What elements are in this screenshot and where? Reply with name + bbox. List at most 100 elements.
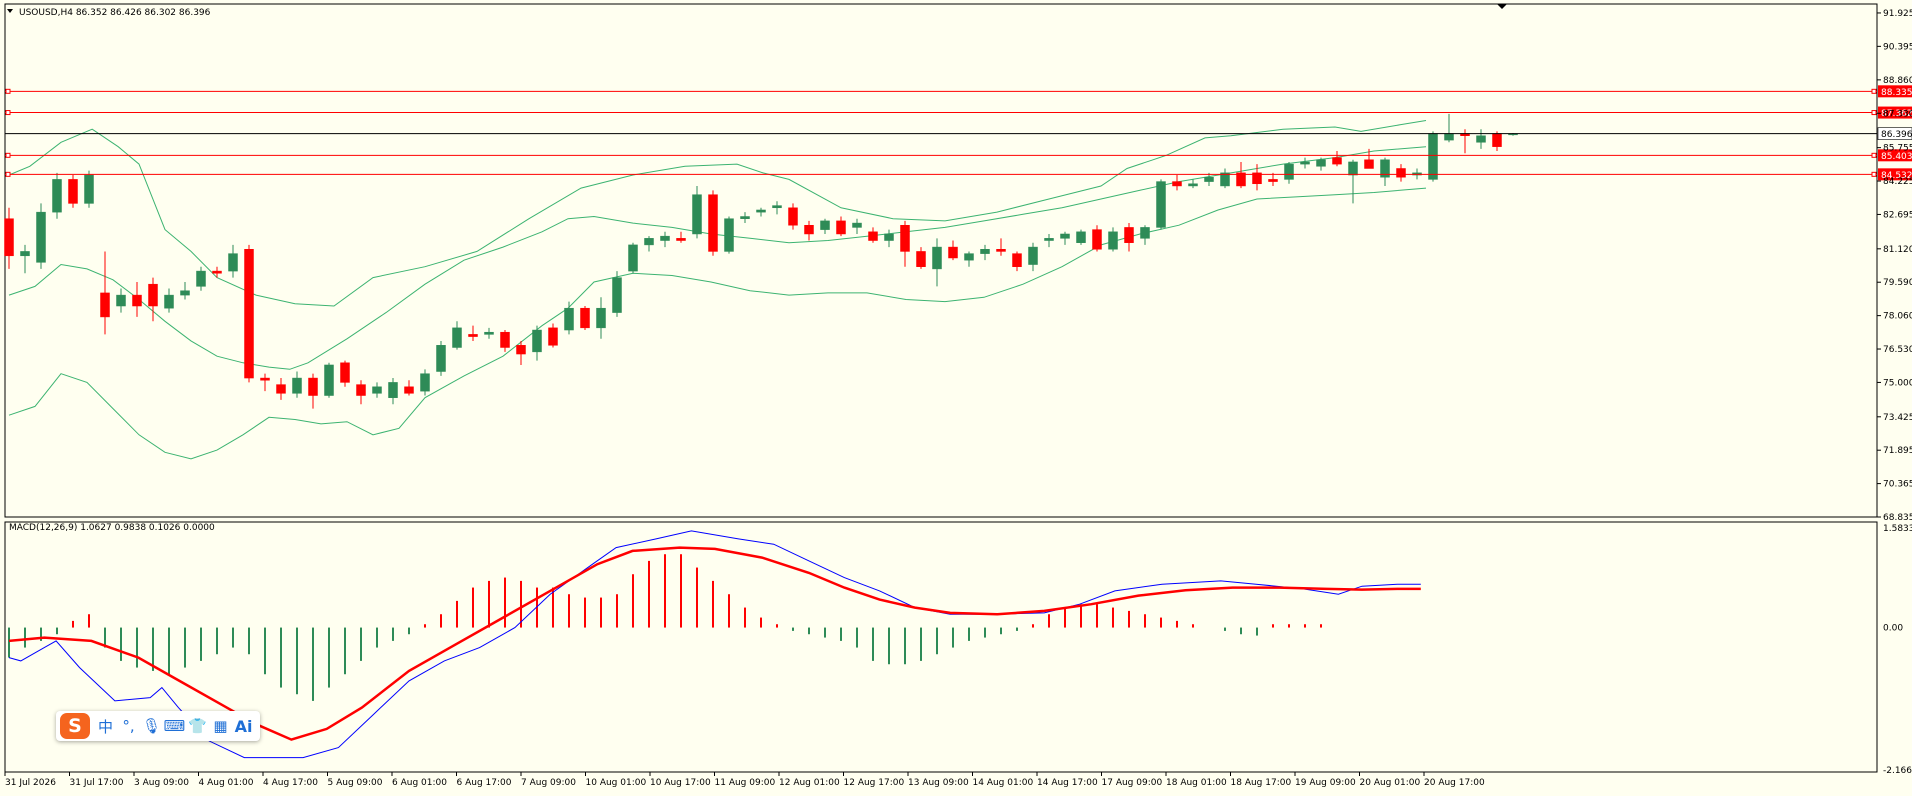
candle-body (4, 218, 14, 257)
price-level-label: 88.335 (1881, 88, 1912, 98)
x-axis-tick-label: 3 Aug 09:00 (134, 778, 189, 788)
candle-body (628, 244, 638, 272)
candle-body (596, 307, 606, 329)
level-handle-right[interactable] (1871, 171, 1877, 177)
candle-body (468, 334, 478, 337)
candle-body (196, 270, 206, 287)
candle-body (660, 235, 670, 241)
ime-toolbar[interactable]: S 中 °, 🎙 ⌨ 👕 ▦ Ai (56, 711, 260, 741)
y-axis-tick-label: 91.925 (1883, 9, 1912, 19)
x-axis-tick-label: 12 Aug 17:00 (844, 778, 905, 788)
candle-body (1364, 159, 1374, 169)
x-axis-tick-label: 12 Aug 01:00 (779, 778, 840, 788)
candle-body (180, 290, 190, 296)
skin-shirt-icon[interactable]: 👕 (188, 717, 207, 735)
candle-body (1316, 159, 1326, 167)
current-price-tag (1877, 127, 1912, 140)
candle-body (1428, 133, 1438, 180)
main-chart-frame[interactable] (4, 3, 1878, 518)
candle-body (532, 329, 542, 353)
x-axis-tick-label: 17 Aug 09:00 (1102, 778, 1163, 788)
candle-body (68, 179, 78, 204)
candle-body (900, 224, 910, 252)
x-axis-tick-label: 10 Aug 01:00 (586, 778, 647, 788)
candle-body (852, 222, 862, 228)
candle-body (340, 362, 350, 383)
y-axis-tick-label: 87.330 (1883, 109, 1912, 119)
candle-body (980, 249, 990, 254)
y-axis-tick-label: 85.755 (1883, 144, 1912, 154)
candle-body (1220, 172, 1230, 187)
candle-body (1236, 172, 1246, 187)
candle-body (212, 270, 222, 274)
price-level-tag (1878, 106, 1912, 119)
candle-body (788, 207, 798, 226)
level-handle-left[interactable] (5, 110, 11, 116)
candle-body (1204, 176, 1214, 182)
candle-body (756, 209, 766, 213)
candle-body (932, 246, 942, 270)
x-axis-tick-label: 4 Aug 17:00 (263, 778, 318, 788)
level-handle-left[interactable] (5, 88, 11, 94)
sogou-logo-icon[interactable]: S (60, 713, 90, 739)
x-axis-tick-label: 18 Aug 01:00 (1166, 778, 1227, 788)
candle-body (1092, 229, 1102, 250)
punctuation-icon[interactable]: °, (122, 717, 135, 735)
y-axis-tick-label: 82.695 (1883, 210, 1912, 220)
candle-body (260, 377, 270, 381)
header-triangle-icon[interactable] (7, 9, 13, 13)
y-axis-tick-label: 90.395 (1883, 42, 1912, 52)
x-axis-tick-label: 6 Aug 01:00 (392, 778, 447, 788)
x-axis-tick-label: 7 Aug 09:00 (521, 778, 576, 788)
level-handle-right[interactable] (1871, 110, 1877, 116)
candle-body (1396, 168, 1406, 178)
candle-body (996, 249, 1006, 252)
candle-body (1476, 135, 1486, 143)
x-axis-tick-label: 13 Aug 09:00 (908, 778, 969, 788)
macd-y-tick-label: 1.5833 (1883, 524, 1912, 534)
candle-body (324, 364, 334, 396)
y-axis-tick-label: 79.590 (1883, 278, 1912, 288)
candle-body (1044, 238, 1054, 241)
candle-body (1012, 253, 1022, 267)
x-axis-tick-label: 14 Aug 01:00 (973, 778, 1034, 788)
candle-body (948, 246, 958, 259)
price-level-tag (1878, 85, 1912, 98)
candle-body (244, 249, 254, 379)
microphone-icon[interactable]: 🎙 (141, 717, 162, 735)
ai-assistant-icon[interactable]: Ai (234, 716, 253, 736)
macd-panel-frame[interactable] (4, 521, 1878, 773)
y-axis-tick-label: 84.225 (1883, 177, 1912, 187)
candle-body (612, 277, 622, 313)
current-price-label: 86.396 (1881, 130, 1912, 140)
level-handle-left[interactable] (5, 152, 11, 158)
candle-body (148, 283, 158, 307)
candle-body (228, 253, 238, 272)
candle-body (708, 194, 718, 252)
candle-body (1060, 233, 1070, 239)
candle-body (724, 218, 734, 252)
y-axis-tick-label: 73.425 (1883, 413, 1912, 423)
y-axis-tick-label: 70.365 (1883, 480, 1912, 490)
x-axis-tick-label: 20 Aug 17:00 (1424, 778, 1485, 788)
candle-body (36, 211, 46, 263)
chinese-mode-icon[interactable]: 中 (97, 717, 113, 736)
level-handle-right[interactable] (1871, 152, 1877, 158)
chart-shift-marker-icon[interactable] (1497, 4, 1507, 9)
candle-body (1492, 133, 1502, 147)
macd-line (8, 530, 1421, 759)
level-handle-right[interactable] (1871, 88, 1877, 94)
candle-body (1348, 161, 1358, 176)
candle-body (1380, 159, 1390, 178)
keyboard-icon[interactable]: ⌨ (163, 717, 186, 735)
candle-body (836, 220, 846, 235)
bollinger-upper-band (8, 120, 1427, 307)
toolbox-grid-icon[interactable]: ▦ (213, 717, 228, 735)
candle-body (132, 294, 142, 307)
level-handle-left[interactable] (5, 171, 11, 177)
candle-body (676, 238, 686, 241)
candle-body (404, 386, 414, 394)
candle-body (868, 231, 878, 241)
